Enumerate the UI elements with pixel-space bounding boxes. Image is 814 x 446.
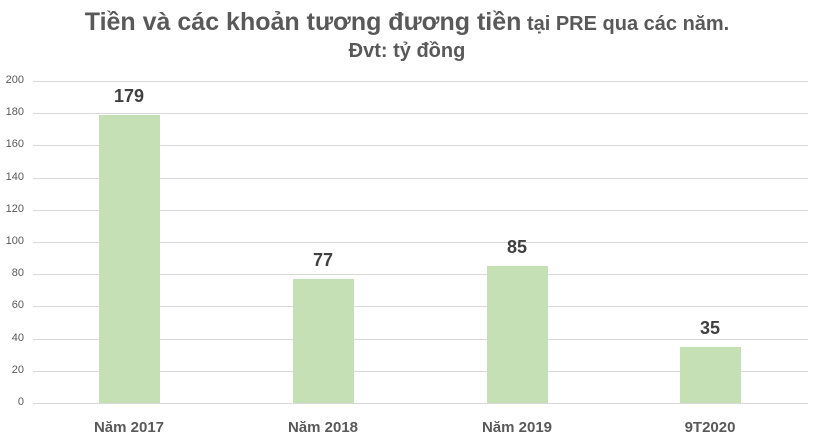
y-tick-label: 140 — [5, 171, 24, 183]
y-tick-label: 40 — [11, 332, 24, 344]
gridline — [33, 242, 808, 243]
gridline — [33, 210, 808, 211]
gridline — [33, 339, 808, 340]
y-tick-label: 80 — [11, 267, 24, 279]
gridline — [33, 113, 808, 114]
y-tick-label: 0 — [17, 396, 24, 408]
bar — [99, 115, 160, 403]
x-tick-label: Năm 2019 — [481, 419, 553, 436]
gridline — [33, 274, 808, 275]
data-label: 85 — [506, 237, 528, 257]
data-label: 179 — [113, 86, 145, 106]
bar — [293, 279, 354, 403]
y-tick-label: 200 — [5, 74, 24, 86]
y-tick-label: 100 — [5, 235, 24, 247]
x-tick-label: 9T2020 — [684, 419, 736, 436]
bar — [487, 266, 548, 403]
y-tick-label: 20 — [11, 364, 24, 376]
y-tick-label: 60 — [11, 299, 24, 311]
gridline — [33, 306, 808, 307]
y-tick-label: 120 — [5, 203, 24, 215]
y-tick-label: 180 — [5, 106, 24, 118]
chart-title-tail: tại PRE qua các năm. — [521, 13, 730, 35]
data-label: 35 — [699, 318, 721, 338]
bar — [680, 347, 741, 403]
chart-title: Tiền và các khoản tương đương tiền tại P… — [0, 8, 814, 37]
x-tick-label: Năm 2017 — [93, 419, 165, 436]
x-tick-label: Năm 2018 — [287, 419, 359, 436]
gridline — [33, 145, 808, 146]
chart-title-main: Tiền và các khoản tương đương tiền — [84, 8, 522, 36]
gridline — [33, 178, 808, 179]
y-tick-label: 160 — [5, 138, 24, 150]
gridline — [33, 403, 808, 404]
chart-subtitle: Đvt: tỷ đồng — [348, 40, 466, 62]
data-label: 77 — [312, 250, 334, 270]
gridline — [33, 371, 808, 372]
gridline — [33, 81, 808, 82]
